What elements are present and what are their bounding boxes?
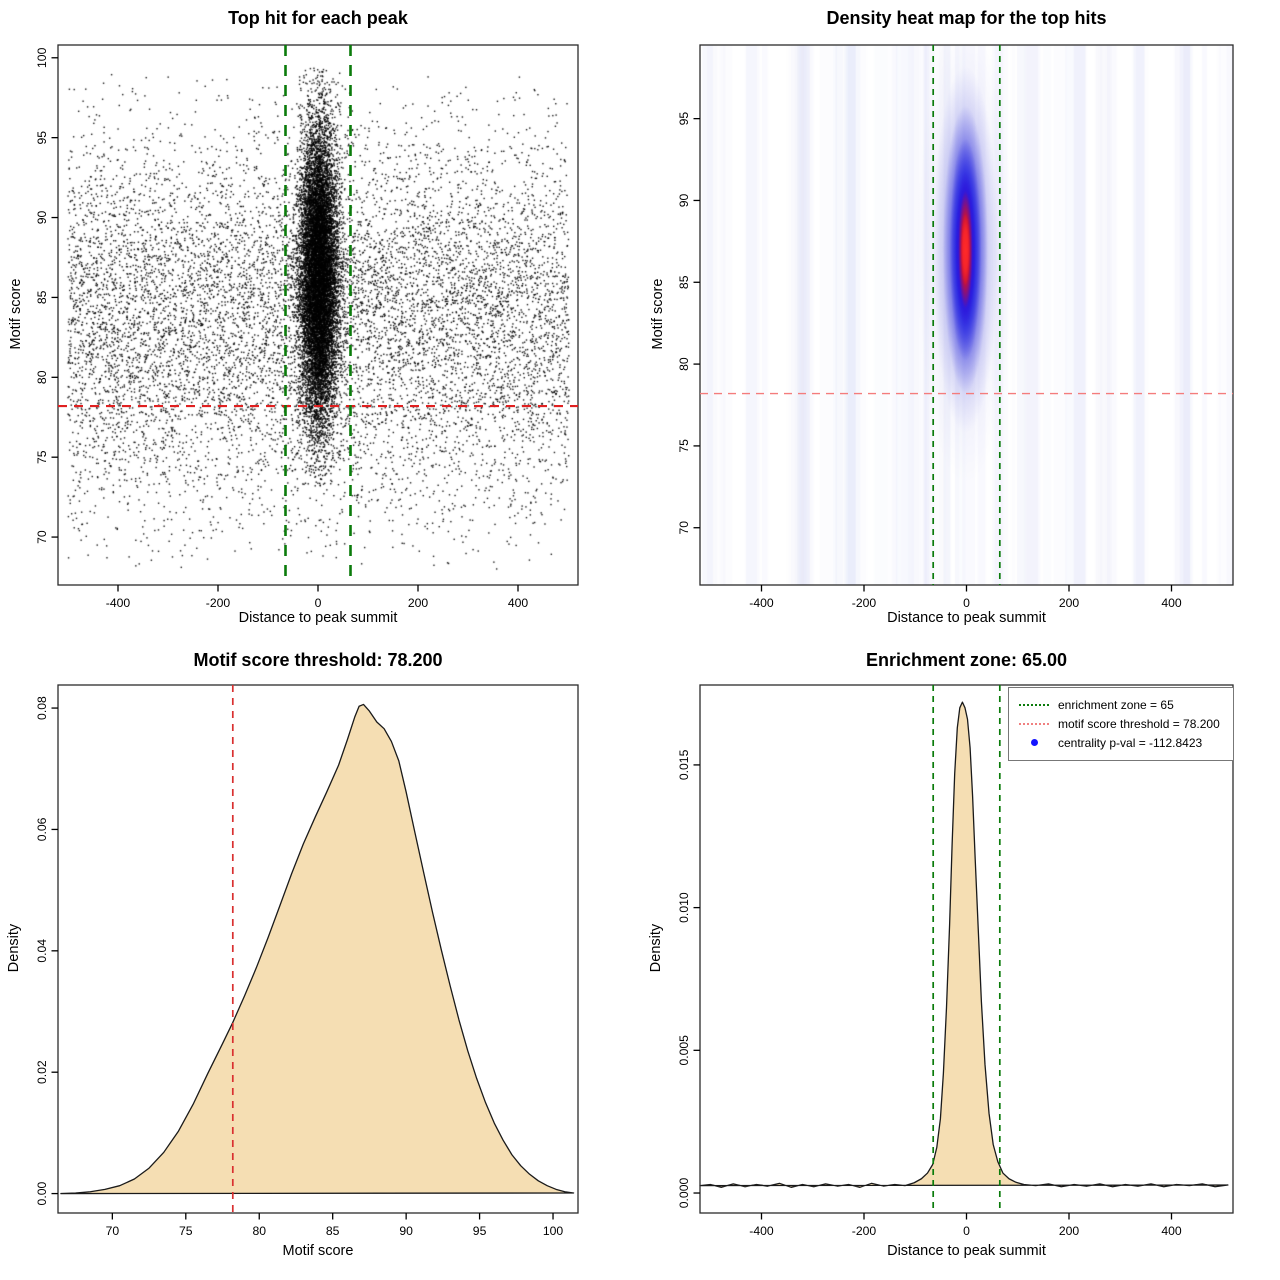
heatmap-canvas (700, 45, 1233, 585)
x-tick-label: 0 (963, 1224, 970, 1238)
x-axis-label-motif-score: Motif score (282, 1243, 354, 1259)
chart-title-motif-threshold: Motif score threshold: 78.200 (193, 650, 443, 670)
x-tick-label: 90 (399, 1224, 413, 1238)
x-tick-label: 100 (543, 1224, 564, 1238)
y-tick-label: 0.00 (35, 1182, 49, 1206)
y-axis-label-density-br: Density (648, 923, 664, 973)
y-tick-label: 75 (677, 439, 691, 453)
legend-item-label: motif score threshold = 78.200 (1058, 716, 1220, 731)
legend: enrichment zone = 65 motif score threshol… (1008, 687, 1234, 761)
legend-item: motif score threshold = 78.200 (1019, 714, 1225, 733)
x-tick-label: 200 (1059, 596, 1080, 610)
x-tick-label: -400 (106, 596, 131, 610)
x-tick-label: 0 (963, 596, 970, 610)
y-tick-label: 90 (677, 194, 691, 208)
x-tick-label: 400 (1161, 596, 1182, 610)
y-tick-label: 0.015 (677, 749, 691, 780)
x-axis-label-heatmap: Distance to peak summit (887, 610, 1046, 626)
x-axis-enrichment-zone-density: -400 -200 0 200 400 (749, 1213, 1182, 1238)
x-tick-label: -400 (749, 1224, 774, 1238)
y-tick-label: 0.000 (677, 1178, 691, 1209)
x-tick-label: 200 (408, 596, 429, 610)
legend-dot-swatch (1030, 739, 1038, 746)
x-axis-motif-score-density: 70 75 80 85 90 95 100 (106, 1213, 564, 1238)
y-tick-label: 75 (35, 450, 49, 464)
legend-dotted-line-swatch (1019, 722, 1049, 725)
legend-swatch (1019, 703, 1049, 706)
x-axis-label-scatter: Distance to peak summit (238, 610, 398, 626)
x-tick-label: 200 (1059, 1224, 1080, 1238)
x-tick-label: -200 (852, 1224, 877, 1238)
y-axis-label-density-bl: Density (6, 923, 22, 973)
x-axis-label-enrichment: Distance to peak summit (887, 1243, 1046, 1259)
y-tick-label: 0.005 (677, 1035, 691, 1066)
x-axis-density-heatmap: -400 -200 0 200 400 (749, 585, 1182, 610)
chart-title-enrichment-zone: Enrichment zone: 65.00 (865, 650, 1068, 670)
y-tick-label: 95 (677, 112, 691, 126)
y-axis-enrichment-zone-density: 0.000 0.005 0.010 0.015 (677, 749, 700, 1208)
x-tick-label: 400 (1161, 1224, 1182, 1238)
legend-item-label: enrichment zone = 65 (1058, 697, 1174, 712)
y-tick-label: 0.06 (35, 817, 49, 841)
x-tick-label: 0 (315, 596, 322, 610)
y-axis-label-scatter: Motif score (8, 278, 24, 350)
legend-item: centrality p-val = -112.8423 (1019, 733, 1225, 752)
y-tick-label: 80 (35, 370, 49, 384)
y-tick-label: 0.08 (35, 696, 49, 720)
y-tick-label: 0.04 (35, 939, 49, 963)
x-tick-label: -200 (852, 596, 877, 610)
y-tick-label: 85 (677, 275, 691, 289)
y-tick-label: 85 (35, 290, 49, 304)
y-tick-label: 90 (35, 211, 49, 225)
x-tick-label: -200 (206, 596, 231, 610)
x-tick-label: 85 (326, 1224, 340, 1238)
plot-box (57, 684, 579, 1214)
y-tick-label: 70 (35, 530, 49, 544)
x-tick-label: 95 (473, 1224, 487, 1238)
x-tick-label: 400 (508, 596, 529, 610)
y-axis-top-hit-scatter: 70 75 80 85 90 95 100 (35, 47, 58, 544)
legend-dotted-line-swatch (1019, 703, 1049, 706)
chart-title-density-heatmap: Density heat map for the top hits (826, 8, 1107, 28)
density-curve (699, 701, 1229, 1188)
x-axis-top-hit-scatter: -400 -200 0 200 400 (106, 585, 529, 610)
scatter-canvas (58, 45, 578, 585)
legend-swatch (1019, 739, 1049, 746)
chart-title-top-hit-scatter: Top hit for each peak (228, 8, 408, 28)
y-tick-label: 95 (35, 131, 49, 145)
density-curve (60, 703, 575, 1195)
legend-swatch (1019, 722, 1049, 725)
plot-box (699, 44, 1234, 586)
legend-item: enrichment zone = 65 (1019, 695, 1225, 714)
y-tick-label: 80 (677, 357, 691, 371)
y-tick-label: 0.010 (677, 892, 691, 923)
x-tick-label: 70 (106, 1224, 120, 1238)
y-axis-density-heatmap: 70 75 80 85 90 95 (677, 112, 700, 535)
y-tick-label: 70 (677, 521, 691, 535)
x-tick-label: 80 (252, 1224, 266, 1238)
x-tick-label: -400 (749, 596, 774, 610)
y-tick-label: 100 (35, 47, 49, 68)
y-axis-motif-score-density: 0.00 0.02 0.04 0.06 0.08 (35, 696, 58, 1205)
x-tick-label: 75 (179, 1224, 193, 1238)
y-axis-label-heatmap: Motif score (650, 278, 666, 350)
y-tick-label: 0.02 (35, 1060, 49, 1084)
legend-item-label: centrality p-val = -112.8423 (1058, 735, 1203, 750)
plot-box (57, 44, 579, 586)
